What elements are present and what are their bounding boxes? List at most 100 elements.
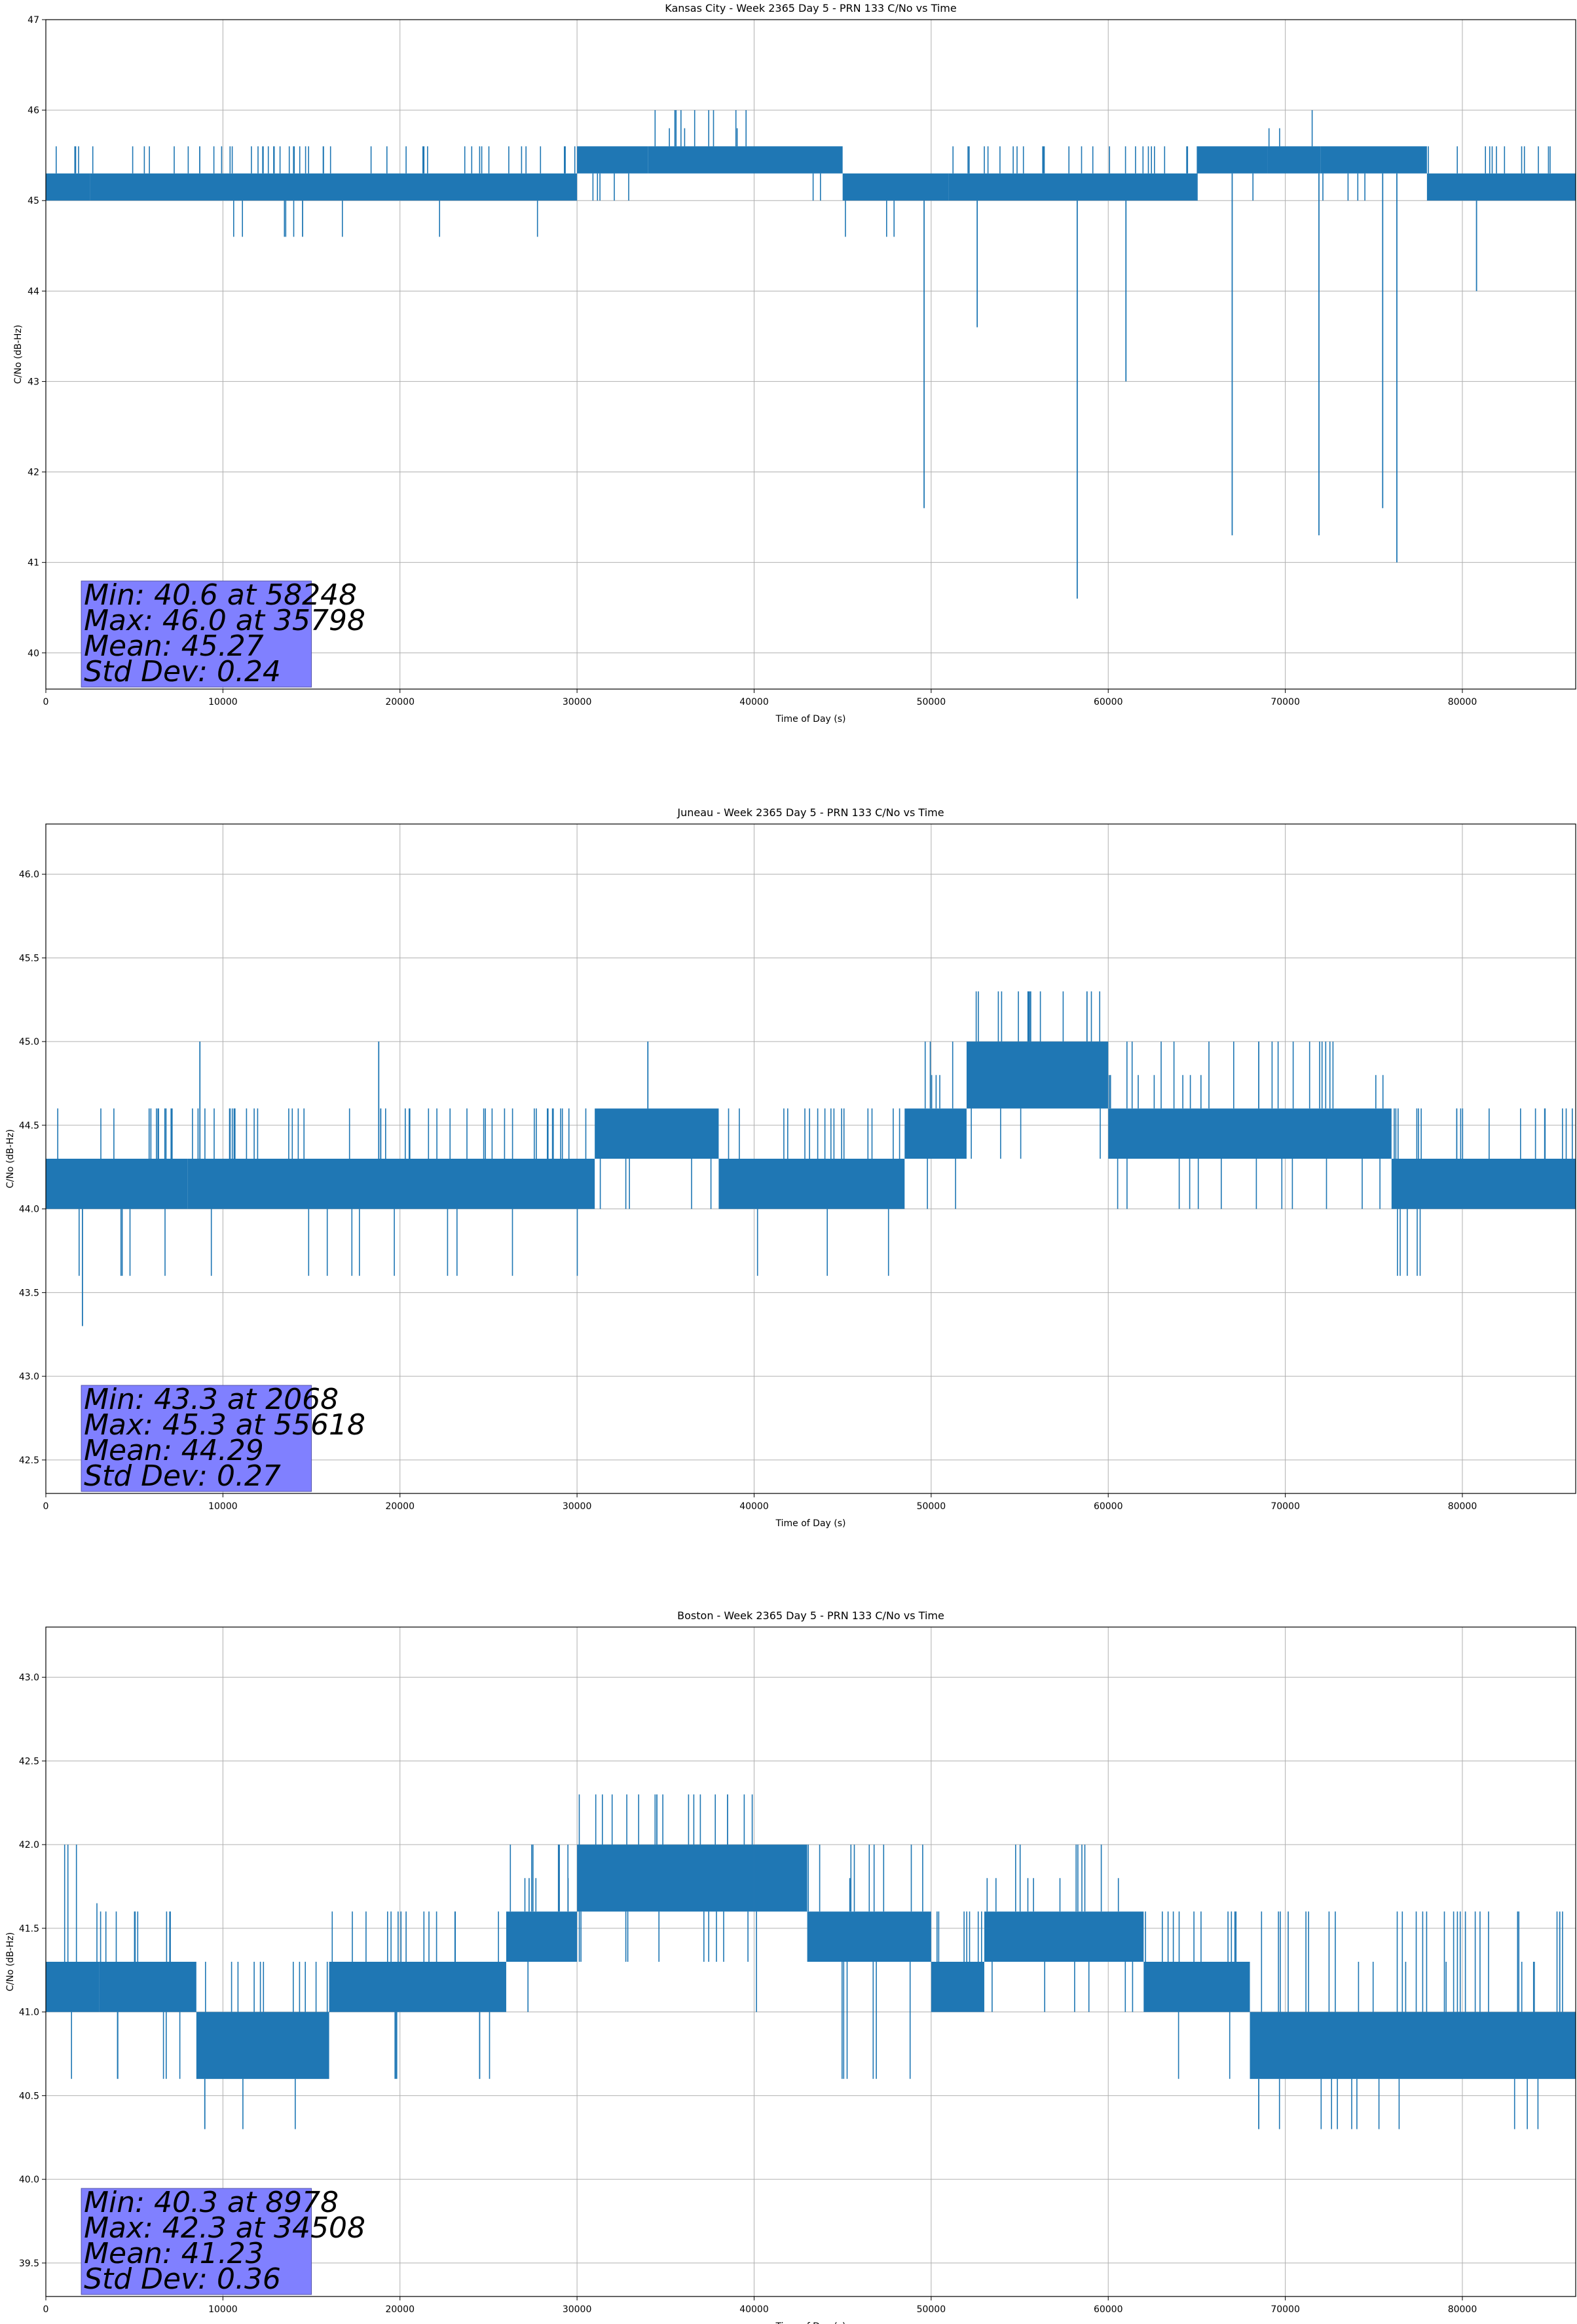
data-flicker xyxy=(331,1911,499,2079)
x-tick-label: 70000 xyxy=(1271,2304,1300,2315)
data-flicker xyxy=(57,1108,173,1276)
data-flicker xyxy=(64,1845,98,2079)
y-tick-label: 45 xyxy=(28,196,39,206)
data-band xyxy=(931,1962,984,2012)
data-band xyxy=(595,1108,719,1159)
y-tick-label: 43.0 xyxy=(19,1372,39,1382)
y-tick-label: 39.5 xyxy=(19,2258,39,2269)
x-tick-label: 10000 xyxy=(208,2304,238,2315)
chart-title: Kansas City - Week 2365 Day 5 - PRN 133 … xyxy=(665,2,956,14)
data-flicker xyxy=(1268,110,1313,147)
axes-frame xyxy=(45,1626,1576,2297)
data-flicker xyxy=(592,173,629,201)
stat-max: Max: 45.3 at 55618 xyxy=(84,1408,365,1442)
data-flicker xyxy=(100,1911,181,2079)
y-tick-label: 47 xyxy=(28,15,39,26)
stats-box xyxy=(81,1385,312,1492)
data-flicker xyxy=(56,146,79,174)
data-band xyxy=(196,2012,329,2079)
x-tick-label: 60000 xyxy=(1094,1501,1123,1512)
y-tick-label: 46 xyxy=(28,105,39,116)
data-flicker xyxy=(599,1159,712,1209)
x-tick-label: 80000 xyxy=(1448,1501,1477,1512)
y-tick-label: 40 xyxy=(28,648,39,659)
x-tick-label: 10000 xyxy=(208,1501,238,1512)
y-tick-label: 42.5 xyxy=(19,1455,39,1466)
data-band xyxy=(1143,1962,1250,2012)
data-series xyxy=(46,991,1576,1326)
stat-mean: Mean: 41.23 xyxy=(84,2237,264,2270)
data-band xyxy=(984,1911,1144,1962)
data-flicker xyxy=(845,200,895,237)
axes-frame xyxy=(45,823,1576,1494)
stats-box xyxy=(81,580,312,688)
x-tick-label: 40000 xyxy=(739,697,769,707)
data-flicker xyxy=(1261,1911,1563,2129)
data-band xyxy=(763,146,843,174)
data-band xyxy=(1108,1108,1392,1159)
data-flicker xyxy=(952,146,1189,174)
data-series xyxy=(46,110,1576,599)
x-axis-label: Time of Day (s) xyxy=(775,2321,846,2324)
y-tick-label: 40.5 xyxy=(19,2091,39,2101)
y-tick-label: 44 xyxy=(28,286,39,297)
x-tick-label: 20000 xyxy=(385,2304,415,2315)
x-tick-label: 50000 xyxy=(917,1501,946,1512)
stat-min: Min: 40.3 at 8978 xyxy=(84,2186,339,2219)
x-tick-label: 30000 xyxy=(563,2304,592,2315)
x-tick-label: 40000 xyxy=(739,2304,769,2315)
data-flicker xyxy=(971,991,1101,1159)
data-flicker xyxy=(924,1041,956,1209)
chart-title: Boston - Week 2365 Day 5 - PRN 133 C/No … xyxy=(677,1609,944,1622)
data-band xyxy=(754,1845,807,1912)
data-band xyxy=(1320,146,1427,174)
chart-title: Juneau - Week 2365 Day 5 - PRN 133 C/No … xyxy=(677,806,944,819)
data-flicker xyxy=(654,110,747,147)
data-band xyxy=(99,1962,196,2012)
x-axis-label: Time of Day (s) xyxy=(775,1518,846,1529)
x-tick-label: 10000 xyxy=(208,697,238,707)
data-flicker xyxy=(1145,1911,1237,2079)
y-tick-label: 41 xyxy=(28,558,39,569)
data-flicker xyxy=(1394,1108,1573,1276)
data-band xyxy=(807,1911,931,1962)
y-tick-label: 45.0 xyxy=(19,1037,39,1047)
y-tick-label: 44.0 xyxy=(19,1205,39,1215)
x-tick-label: 0 xyxy=(43,2304,49,2315)
data-flicker xyxy=(812,173,821,201)
data-flicker xyxy=(1109,1041,1384,1209)
data-band xyxy=(187,1159,595,1209)
data-band xyxy=(966,1041,1109,1109)
data-band xyxy=(46,173,90,201)
data-flicker xyxy=(937,1911,982,1962)
data-band xyxy=(948,173,1197,201)
x-tick-label: 70000 xyxy=(1271,697,1300,707)
stat-std: Std Dev: 0.27 xyxy=(84,1459,281,1493)
data-band xyxy=(1250,2012,1576,2079)
x-tick-label: 80000 xyxy=(1448,2304,1477,2315)
y-tick-label: 40.0 xyxy=(19,2175,39,2185)
y-axis-label: C/No (dB-Hz) xyxy=(13,325,24,384)
stat-min: Min: 40.6 at 58248 xyxy=(84,578,357,612)
data-series xyxy=(46,1794,1576,2129)
x-axis-label: Time of Day (s) xyxy=(775,714,846,724)
x-tick-label: 50000 xyxy=(917,2304,946,2315)
stat-max: Max: 46.0 at 35798 xyxy=(84,604,365,637)
y-tick-label: 42.5 xyxy=(19,1756,39,1767)
y-tick-label: 43 xyxy=(28,377,39,387)
x-tick-label: 60000 xyxy=(1094,2304,1123,2315)
x-tick-label: 70000 xyxy=(1271,1501,1300,1512)
data-band xyxy=(329,1962,506,2012)
y-tick-label: 46.0 xyxy=(19,870,39,880)
y-axis-label: C/No (dB-Hz) xyxy=(5,1129,16,1188)
data-band xyxy=(1426,173,1576,201)
y-tick-label: 43.5 xyxy=(19,1288,39,1298)
chart-panel-1: 0 10000 20000 30000 40000 50000 60000 70000 8000… xyxy=(5,806,1576,1529)
data-band xyxy=(904,1108,967,1159)
x-tick-label: 30000 xyxy=(563,1501,592,1512)
y-axis-label: C/No (dB-Hz) xyxy=(5,1932,16,1991)
data-flicker xyxy=(205,1962,328,2129)
data-band xyxy=(577,1845,754,1912)
chart-panel-0: 0 10000 20000 30000 40000 50000 60000 70000 8000… xyxy=(13,2,1576,724)
